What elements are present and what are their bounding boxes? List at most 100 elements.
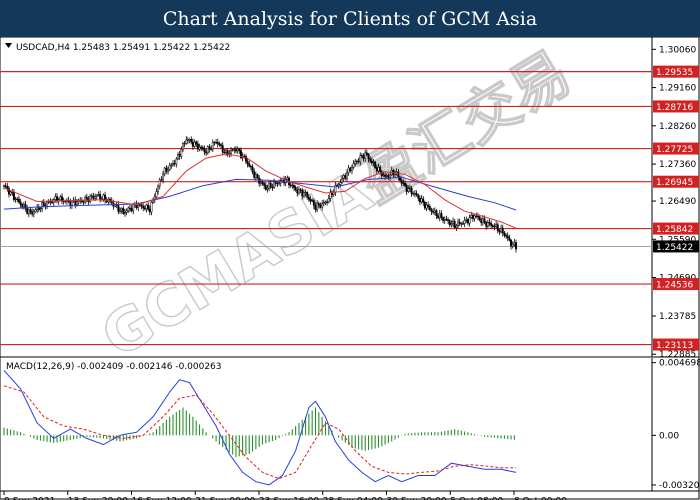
candle-body bbox=[470, 215, 473, 218]
candle-body bbox=[352, 163, 355, 168]
candle-body bbox=[432, 211, 435, 213]
candle-body bbox=[354, 161, 357, 164]
candle-body bbox=[70, 200, 73, 207]
candle-body bbox=[362, 155, 365, 159]
candle-body bbox=[3, 185, 5, 187]
candle-body bbox=[397, 171, 400, 178]
candle-body bbox=[206, 146, 209, 154]
candle-body bbox=[165, 167, 168, 172]
candle-body bbox=[94, 196, 97, 199]
candle-body bbox=[384, 174, 387, 177]
time-tick-label: 28 Sep 04:00 bbox=[323, 497, 383, 500]
candle-body bbox=[427, 204, 430, 207]
candle-body bbox=[233, 149, 236, 151]
level-price-label: 1.26945 bbox=[656, 178, 693, 188]
candle-body bbox=[413, 193, 416, 195]
candle-body bbox=[273, 181, 276, 188]
candle-body bbox=[443, 219, 446, 221]
candle-body bbox=[172, 163, 174, 165]
candle-body bbox=[11, 191, 14, 193]
candle-body bbox=[349, 167, 352, 171]
dropdown-triangle-icon bbox=[5, 43, 12, 48]
candle-body bbox=[404, 182, 406, 186]
candle-body bbox=[21, 204, 24, 208]
time-tick-label: 21 Sep 00:00 bbox=[195, 497, 255, 500]
candle-body bbox=[147, 204, 150, 210]
level-price-tag bbox=[653, 278, 699, 291]
candle-body bbox=[372, 161, 375, 164]
candle-body bbox=[337, 184, 340, 186]
level-price-tag bbox=[653, 65, 699, 78]
level-price-label: 1.29535 bbox=[656, 68, 693, 78]
candle-body bbox=[158, 179, 161, 187]
level-price-label: 1.24536 bbox=[656, 281, 693, 291]
candle-body bbox=[162, 173, 165, 181]
candle-body bbox=[59, 196, 62, 201]
candle-body bbox=[95, 194, 98, 197]
candle-body bbox=[476, 215, 479, 217]
current-price-tag bbox=[653, 240, 699, 253]
candle-body bbox=[297, 189, 300, 194]
candle-body bbox=[460, 223, 463, 225]
candle-body bbox=[307, 196, 310, 200]
level-price-label: 1.23113 bbox=[656, 341, 693, 351]
time-axis: 9 Sep 2021 13 Sep 20:00 16 Sep 12:0021 Sep… bbox=[3, 491, 567, 500]
candle-body bbox=[440, 213, 443, 218]
candle-body bbox=[322, 202, 325, 204]
candle-body bbox=[221, 145, 224, 153]
candle-body bbox=[491, 225, 494, 227]
candle-body bbox=[274, 181, 277, 184]
candle-body bbox=[177, 154, 179, 160]
time-tick-label: 16 Sep 12:00 bbox=[132, 497, 192, 500]
candle-body bbox=[39, 208, 42, 210]
candle-body bbox=[92, 196, 95, 199]
candle-body bbox=[36, 207, 39, 211]
candle-body bbox=[346, 172, 348, 179]
candle-body bbox=[351, 167, 353, 171]
candle-body bbox=[493, 226, 496, 228]
candle-body bbox=[46, 201, 49, 207]
candle-body bbox=[327, 198, 330, 203]
candle-body bbox=[213, 141, 216, 144]
candle-body bbox=[405, 185, 408, 192]
candle-body bbox=[99, 194, 102, 200]
candle-body bbox=[269, 182, 272, 188]
candle-body bbox=[138, 204, 141, 206]
candle-body bbox=[137, 204, 140, 208]
candle-body bbox=[508, 237, 511, 241]
candle-body bbox=[430, 209, 433, 212]
level-price-label: 1.25842 bbox=[656, 225, 693, 235]
candle-body bbox=[201, 147, 204, 150]
candle-body bbox=[481, 218, 484, 223]
level-price-tag bbox=[653, 100, 699, 113]
candle-body bbox=[125, 210, 128, 213]
candle-body bbox=[69, 201, 72, 207]
candle-body bbox=[128, 207, 131, 209]
candle-body bbox=[342, 175, 345, 179]
candle-body bbox=[448, 220, 451, 226]
candle-body bbox=[244, 155, 247, 162]
candle-body bbox=[102, 194, 105, 200]
candle-body bbox=[220, 144, 223, 146]
candle-body bbox=[238, 148, 241, 151]
candle-body bbox=[248, 163, 251, 167]
macd-pane: MACD(12,26,9) -0.002409 -0.002146 -0.000… bbox=[0, 358, 700, 492]
candle-body bbox=[188, 139, 191, 141]
level-price-tag bbox=[653, 338, 699, 351]
candle-body bbox=[418, 197, 421, 203]
candle-body bbox=[12, 192, 15, 200]
candle-body bbox=[435, 210, 438, 217]
time-tick-label: 5 Oct 08:00 bbox=[450, 497, 503, 500]
candle-body bbox=[196, 143, 199, 150]
candle-body bbox=[148, 208, 151, 213]
candle-body bbox=[377, 166, 380, 172]
candle-body bbox=[120, 208, 123, 211]
price-tick-label: 1.23785 bbox=[659, 312, 696, 322]
candle-body bbox=[309, 198, 312, 202]
candle-body bbox=[515, 242, 517, 250]
current-price-label: 1.25422 bbox=[656, 243, 693, 253]
candle-body bbox=[428, 206, 431, 210]
candle-body bbox=[409, 187, 411, 190]
candle-body bbox=[450, 223, 453, 226]
candle-body bbox=[319, 204, 322, 208]
